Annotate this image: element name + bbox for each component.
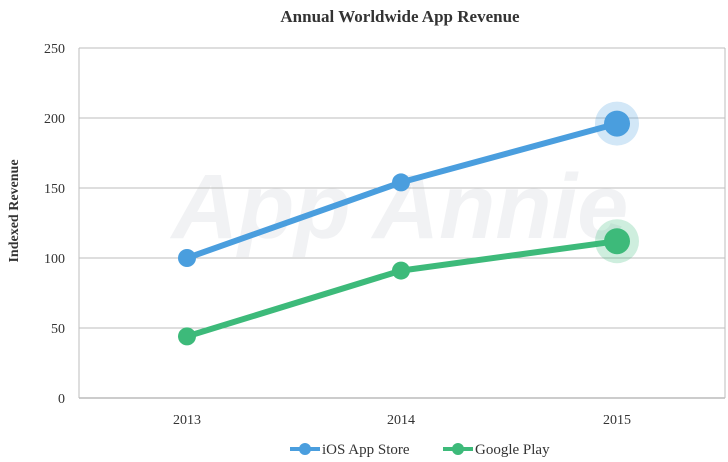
x-tick-label: 2013 [173,413,201,428]
data-point[interactable] [178,327,196,346]
y-axis-label: Indexed Revenue [7,159,22,262]
data-point[interactable] [178,249,196,267]
y-tick-label: 200 [44,112,65,127]
y-tick-label: 100 [44,252,65,267]
x-tick-label: 2015 [603,413,631,428]
series-layer [178,101,639,346]
legend-marker [452,443,464,455]
legend-label[interactable]: iOS App Store [322,442,410,458]
y-tick-label: 50 [51,322,65,337]
y-tick-labels: 0 50 100 150 200 250 [44,42,65,407]
data-point[interactable] [392,261,410,280]
data-point[interactable] [604,228,630,255]
x-tick-label: 2014 [387,413,415,428]
legend-label[interactable]: Google Play [475,442,550,458]
data-point[interactable] [392,173,410,192]
legend-marker [299,443,311,455]
y-tick-label: 250 [44,42,65,57]
chart-title: Annual Worldwide App Revenue [280,7,520,26]
legend[interactable]: iOS App Store Google Play [290,442,550,458]
data-point[interactable] [604,110,630,137]
y-tick-label: 150 [44,182,65,197]
watermark: App Annie [170,156,629,258]
y-tick-label: 0 [58,392,65,407]
x-tick-labels: 2013 2014 2015 [173,413,631,428]
